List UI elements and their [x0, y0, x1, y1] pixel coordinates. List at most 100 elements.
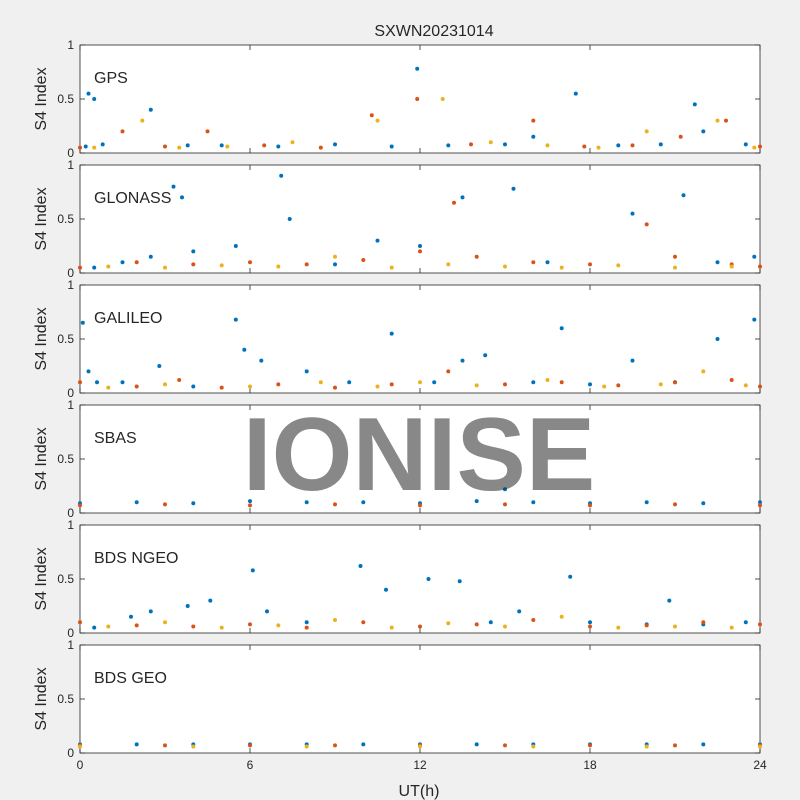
panel-bds-ngeo: 0 0.5 1 S4 Index BDS NGEO	[33, 518, 762, 640]
data-point	[483, 353, 488, 358]
data-point	[265, 609, 269, 614]
data-point	[644, 500, 649, 505]
data-point	[358, 564, 363, 568]
data-point	[248, 260, 252, 265]
data-point	[86, 91, 91, 96]
data-point	[446, 262, 451, 267]
data-point	[248, 503, 252, 508]
data-point	[375, 384, 380, 389]
data-point	[318, 380, 323, 385]
data-point	[758, 744, 762, 749]
data-point	[573, 91, 578, 96]
data-point	[701, 742, 706, 747]
y-axis-label: S4 Index	[33, 427, 50, 490]
data-point	[545, 143, 550, 148]
data-point	[616, 383, 621, 388]
data-point	[701, 501, 706, 506]
data-point	[219, 625, 224, 630]
y-axis-label: S4 Index	[33, 67, 50, 130]
data-point	[673, 380, 677, 385]
data-point	[415, 97, 420, 101]
y-tick-label: 0	[67, 626, 74, 640]
data-point	[140, 118, 145, 123]
data-point	[602, 384, 607, 389]
data-point	[157, 364, 162, 368]
data-point	[163, 620, 167, 625]
data-point	[148, 254, 153, 259]
data-point	[333, 743, 337, 748]
data-point	[333, 618, 337, 622]
panel-label: GALILEO	[94, 310, 162, 327]
data-point	[163, 743, 167, 748]
data-point	[531, 618, 536, 622]
data-point	[276, 382, 281, 387]
data-point	[304, 620, 309, 625]
panel-frame	[79, 44, 761, 154]
data-point	[333, 385, 337, 390]
data-point	[531, 500, 536, 505]
data-point	[681, 193, 686, 198]
data-point	[78, 145, 82, 150]
data-point	[134, 742, 139, 747]
data-point	[673, 254, 677, 259]
data-point	[531, 744, 536, 749]
data-point	[743, 383, 748, 388]
watermark: IONISE	[243, 397, 596, 513]
data-point	[701, 369, 706, 374]
data-point	[673, 624, 677, 629]
data-point	[432, 380, 437, 385]
data-point	[460, 358, 465, 363]
y-tick-label: 0	[67, 746, 74, 760]
data-point	[361, 258, 366, 262]
data-point	[440, 97, 445, 101]
data-point	[630, 358, 635, 363]
y-tick-label: 1	[67, 38, 74, 52]
data-point	[596, 145, 601, 150]
data-point	[120, 129, 125, 134]
panel-stack: 0 0.5 1 S4 Index GPS 0 0.5 1 S4 Index GLONASS 0 0.5…	[33, 38, 767, 772]
data-point	[171, 184, 176, 189]
data-point	[701, 620, 706, 625]
data-point	[446, 143, 451, 148]
data-point	[225, 144, 230, 149]
data-point	[120, 260, 125, 265]
data-point	[630, 211, 635, 216]
data-point	[384, 587, 388, 592]
data-point	[191, 384, 196, 389]
data-point	[129, 614, 133, 619]
data-point	[304, 262, 309, 267]
data-point	[503, 142, 507, 147]
data-point	[205, 129, 210, 134]
y-tick-label: 1	[67, 638, 74, 652]
data-point	[219, 263, 224, 268]
data-point	[78, 265, 82, 270]
data-point	[106, 264, 111, 269]
data-point	[185, 143, 190, 148]
data-point	[242, 347, 247, 352]
data-point	[248, 499, 252, 504]
x-tick-label: 18	[583, 758, 597, 772]
data-point	[729, 378, 734, 382]
data-points	[78, 66, 762, 150]
data-point	[616, 625, 621, 630]
data-point	[474, 622, 479, 627]
data-point	[333, 262, 337, 267]
data-point	[106, 624, 111, 629]
data-point	[752, 254, 757, 259]
data-point	[95, 380, 99, 385]
data-point	[276, 264, 281, 269]
data-point	[78, 380, 82, 385]
data-point	[545, 378, 550, 382]
panel-label: GLONASS	[94, 190, 171, 207]
data-point	[361, 742, 366, 747]
data-point	[678, 134, 683, 139]
data-point	[658, 382, 663, 387]
data-point	[452, 200, 456, 205]
y-tick-label: 0.5	[57, 452, 74, 466]
data-points	[78, 487, 762, 508]
y-tick-label: 0	[67, 266, 74, 280]
y-tick-label: 0.5	[57, 212, 74, 226]
data-point	[729, 264, 734, 269]
data-point	[667, 598, 672, 603]
data-point	[304, 369, 309, 374]
